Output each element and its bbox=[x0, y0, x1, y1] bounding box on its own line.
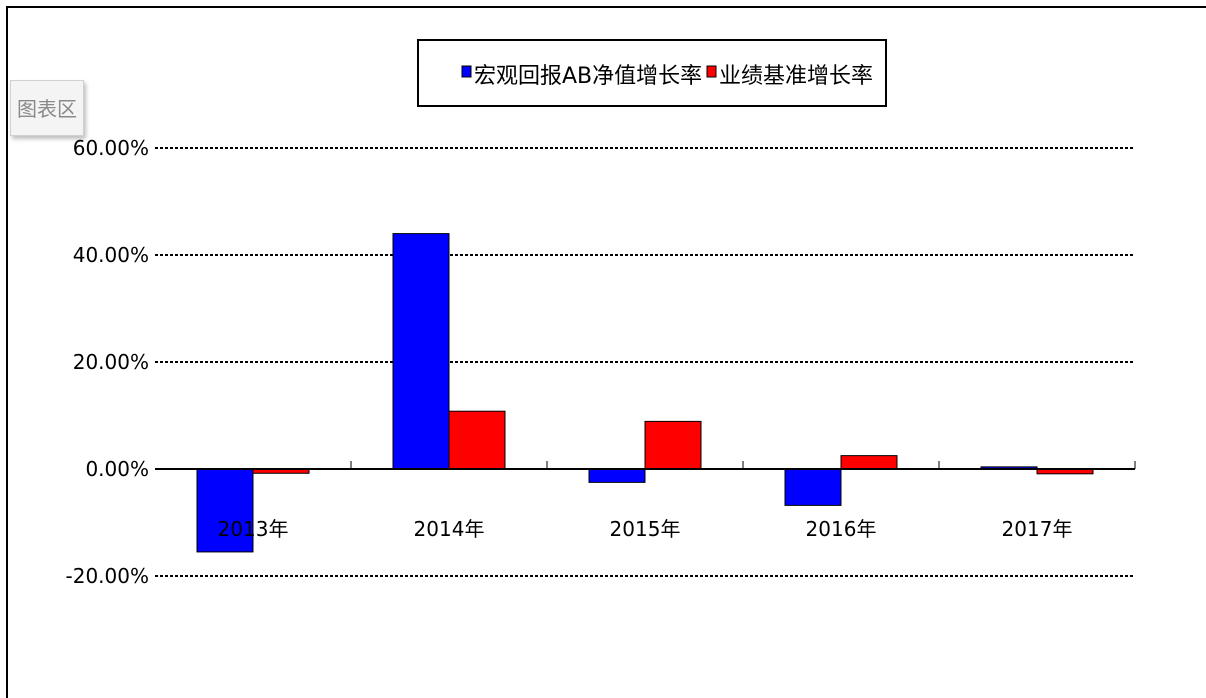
y-tick-label: 20.00% bbox=[73, 350, 149, 374]
y-tick-label: 60.00% bbox=[73, 136, 149, 160]
x-tick-label: 2017年 bbox=[1002, 517, 1073, 541]
legend-label-series-2: 业绩基准增长率 bbox=[719, 64, 873, 89]
bar bbox=[644, 420, 702, 470]
x-tick-label: 2014年 bbox=[414, 517, 485, 541]
chart-frame bbox=[6, 6, 1206, 698]
legend-swatch-series-2 bbox=[706, 65, 717, 78]
bar bbox=[196, 468, 254, 553]
bar bbox=[392, 233, 450, 470]
legend: 宏观回报AB净值增长率 业绩基准增长率 bbox=[417, 39, 887, 107]
bar bbox=[588, 468, 646, 483]
x-tick-label: 2015年 bbox=[610, 517, 681, 541]
bar bbox=[448, 410, 506, 470]
bar bbox=[784, 468, 842, 506]
chart-area-tag: 图表区 bbox=[10, 80, 84, 136]
x-tick-label: 2013年 bbox=[218, 517, 289, 541]
y-tick-label: -20.00% bbox=[66, 564, 149, 588]
legend-box bbox=[417, 39, 887, 107]
bar bbox=[840, 455, 898, 470]
legend-label-series-1: 宏观回报AB净值增长率 bbox=[474, 64, 702, 89]
legend-swatch-series-1 bbox=[461, 65, 472, 78]
y-tick-label: 0.00% bbox=[85, 457, 149, 481]
x-tick-label: 2016年 bbox=[806, 517, 877, 541]
y-tick-label: 40.00% bbox=[73, 243, 149, 267]
plot-area: -20.00% 0.00% 20.00% 40.00% 60.00% 2013年 2014年… bbox=[66, 136, 1136, 588]
